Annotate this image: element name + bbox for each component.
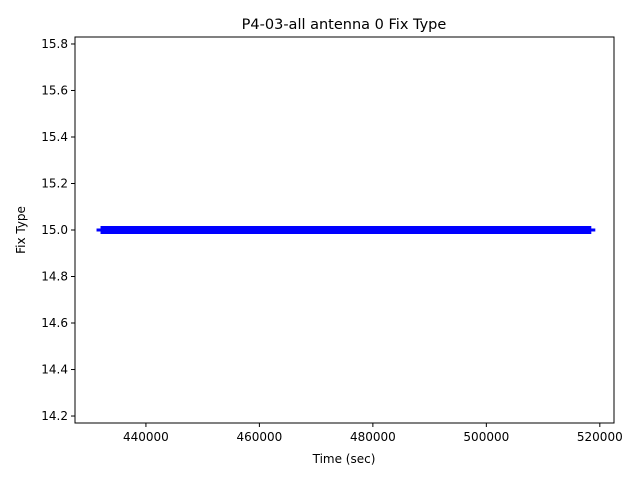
y-tick-label: 15.0: [41, 223, 68, 237]
y-tick-label: 15.8: [41, 37, 68, 51]
chart-title: P4-03-all antenna 0 Fix Type: [242, 17, 447, 33]
y-axis: 14.2 14.4 14.6 14.8 15.0 15.2 15.4 15.6 15.8: [41, 37, 75, 423]
y-tick-label: 15.4: [41, 130, 68, 144]
x-tick-label: 500000: [463, 430, 509, 444]
y-tick-label: 15.2: [41, 176, 68, 190]
plot-area: [74, 36, 615, 424]
x-tick-label: 440000: [123, 430, 169, 444]
x-axis-label: Time (sec): [312, 452, 376, 466]
y-tick-label: 14.2: [41, 409, 68, 423]
y-tick-label: 14.4: [41, 363, 68, 377]
y-tick-label: 14.8: [41, 270, 68, 284]
x-axis: 440000 460000 480000 500000 520000: [123, 423, 623, 444]
y-axis-label: Fix Type: [14, 206, 28, 254]
x-tick-label: 480000: [350, 430, 396, 444]
y-tick-label: 14.6: [41, 316, 68, 330]
x-tick-label: 460000: [236, 430, 282, 444]
x-tick-label: 520000: [577, 430, 623, 444]
y-tick-label: 15.6: [41, 83, 68, 97]
